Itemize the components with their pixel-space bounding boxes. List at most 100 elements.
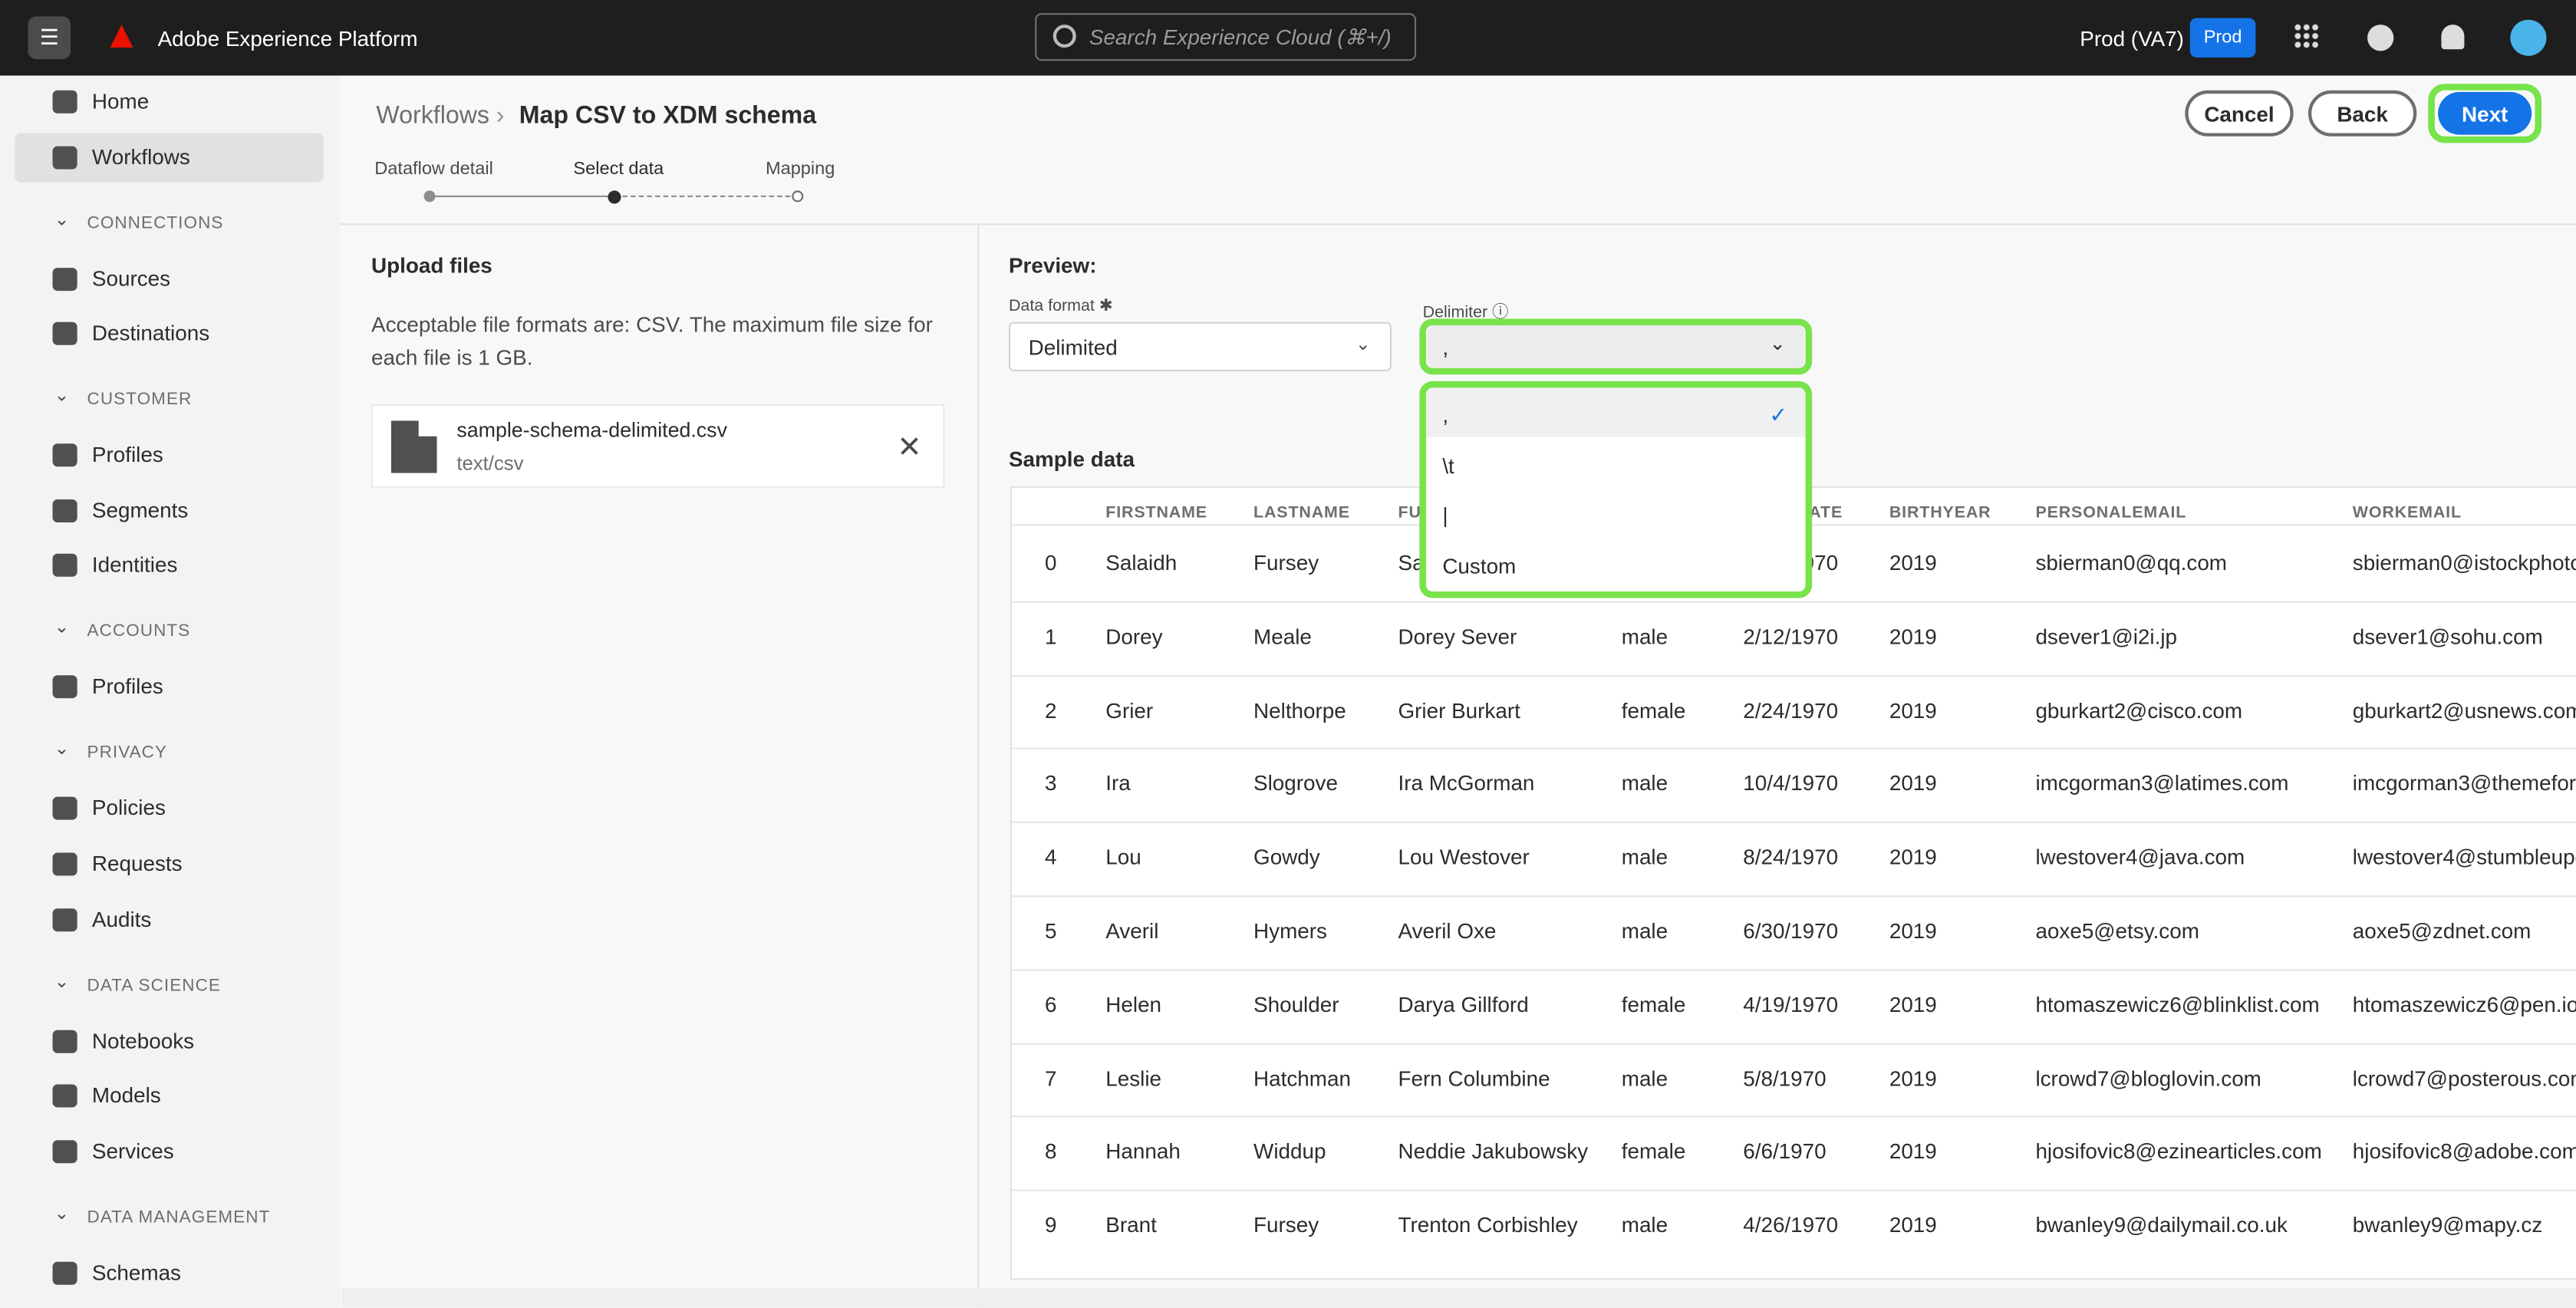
env-badge[interactable]: Prod <box>2189 18 2256 58</box>
cell: 10/4/1970 <box>1743 771 1839 796</box>
sample-table: FIRSTNAMELASTNAMEFULLNAMEGENDERBIRTHDATE… <box>1010 486 2576 1280</box>
cancel-button[interactable]: Cancel <box>2185 90 2294 137</box>
cell: 2019 <box>1889 624 1937 649</box>
row-divider <box>1012 601 2576 603</box>
avatar[interactable] <box>2510 19 2547 56</box>
nav-item[interactable]: Policies <box>91 796 166 821</box>
menu-button[interactable]: ☰ <box>28 16 71 60</box>
nav-item[interactable]: Profiles <box>91 674 163 700</box>
cell: imcgorman3@latimes.com <box>2035 771 2289 796</box>
cell: gburkart2@usnews.com <box>2352 697 2576 723</box>
chevron: ⌄ <box>1355 334 1371 355</box>
environment: Prod (VA7) <box>2080 26 2184 51</box>
delimiter-option[interactable]: Custom <box>1442 552 1517 578</box>
cell: Gowdy <box>1253 845 1320 870</box>
cell: 2/12/1970 <box>1743 624 1839 649</box>
cell: 4/26/1970 <box>1743 1212 1839 1238</box>
cell: Darya Gillford <box>1398 992 1529 1017</box>
nav-item[interactable]: Notebooks <box>91 1027 195 1053</box>
cell: male <box>1621 624 1668 649</box>
nav-icon <box>52 145 77 169</box>
cell: female <box>1621 1138 1686 1165</box>
cell: Hatchman <box>1253 1066 1351 1091</box>
cell: 2019 <box>1889 992 1937 1017</box>
step-label: Mapping <box>765 159 835 180</box>
data-format-select[interactable] <box>1008 321 1392 372</box>
label-text: Data format <box>1008 297 1095 316</box>
cell: Leslie <box>1105 1066 1162 1091</box>
delimiter-option[interactable]: \t <box>1442 453 1454 478</box>
back-button[interactable]: Back <box>2308 90 2417 137</box>
cell: 4/19/1970 <box>1743 992 1839 1017</box>
row-divider <box>1012 969 2576 971</box>
cell: 2019 <box>1889 1212 1937 1238</box>
nav-item[interactable]: Audits <box>91 906 152 931</box>
section-chevron: ⌄ <box>54 209 70 229</box>
row-divider <box>1012 1189 2576 1192</box>
search-placeholder: Search Experience Cloud (⌘+/) <box>1089 25 1392 50</box>
delimiter-option[interactable]: , <box>1442 402 1449 427</box>
search-box[interactable] <box>1035 13 1417 61</box>
nav-item[interactable]: Models <box>91 1082 161 1108</box>
section-chevron: ⌄ <box>54 740 70 760</box>
nav-item[interactable]: Workflows <box>91 143 190 169</box>
nav-item[interactable]: Sources <box>91 265 171 291</box>
cell: Averil <box>1105 918 1159 944</box>
cell: dsever1@i2i.jp <box>2035 624 2178 649</box>
nav-item[interactable]: Schemas <box>91 1260 182 1285</box>
cell: sbierman0@qq.com <box>2035 550 2228 575</box>
cell: 1 <box>1045 624 1057 649</box>
nav-item[interactable]: Services <box>91 1138 174 1163</box>
highlight <box>1419 318 1813 375</box>
check-icon: ✓ <box>1769 402 1787 427</box>
cell: 4 <box>1045 845 1057 870</box>
nav-item[interactable]: Home <box>91 88 150 114</box>
cell: aoxe5@etsy.com <box>2035 918 2199 944</box>
brand[interactable]: Adobe Experience Platform <box>157 26 418 51</box>
step-dot <box>608 190 621 204</box>
breadcrumb-parent[interactable]: Workflows <box>376 101 489 130</box>
delimiter-select[interactable] <box>1428 325 1804 368</box>
delimiter-option[interactable]: | <box>1442 502 1448 528</box>
cell: 2019 <box>1889 771 1937 796</box>
cell: 2 <box>1045 697 1057 723</box>
file-type: text/csv <box>456 451 524 475</box>
cell: gburkart2@cisco.com <box>2035 697 2243 723</box>
nav-icon <box>52 443 77 467</box>
remove-file[interactable]: ✕ <box>897 430 922 463</box>
nav-section: DATA SCIENCE <box>87 975 221 995</box>
apps-icon[interactable] <box>2293 22 2320 50</box>
cell: Dorey <box>1105 624 1163 649</box>
cell: Fursey <box>1253 1212 1319 1238</box>
cell: 6/30/1970 <box>1743 918 1839 944</box>
chevron: ⌄ <box>1769 331 1787 355</box>
cell: 5 <box>1045 918 1057 944</box>
sample-title: Sample data <box>1008 446 1135 472</box>
cell: Averil Oxe <box>1398 918 1497 944</box>
nav-icon <box>52 1139 77 1163</box>
nav-item[interactable]: Requests <box>91 851 183 876</box>
data-format-value: Delimited <box>1028 334 1118 361</box>
nav-item[interactable]: Identities <box>91 552 178 578</box>
help-icon[interactable] <box>2367 25 2394 51</box>
nav-icon <box>52 322 77 346</box>
cell: Salaidh <box>1105 550 1178 575</box>
cell: Fursey <box>1253 550 1319 575</box>
next-button[interactable]: Next <box>2438 91 2532 135</box>
cell: 5/8/1970 <box>1743 1066 1827 1091</box>
cell: 2019 <box>1889 550 1937 575</box>
row-divider <box>1012 748 2576 750</box>
cell: dsever1@sohu.com <box>2352 624 2543 649</box>
cell: female <box>1621 992 1686 1017</box>
cell: lcrowd7@posterous.com <box>2352 1066 2576 1091</box>
nav-item[interactable]: Destinations <box>91 321 210 346</box>
column-header: PERSONALEMAIL <box>2035 504 2187 523</box>
nav-icon <box>52 90 77 114</box>
nav-item[interactable]: Segments <box>91 497 189 522</box>
section-chevron: ⌄ <box>54 971 70 992</box>
nav-item[interactable]: Profiles <box>91 442 163 467</box>
scroll-area <box>341 1288 2576 1308</box>
notifications-icon[interactable] <box>2441 25 2465 50</box>
nav-icon <box>52 554 77 578</box>
